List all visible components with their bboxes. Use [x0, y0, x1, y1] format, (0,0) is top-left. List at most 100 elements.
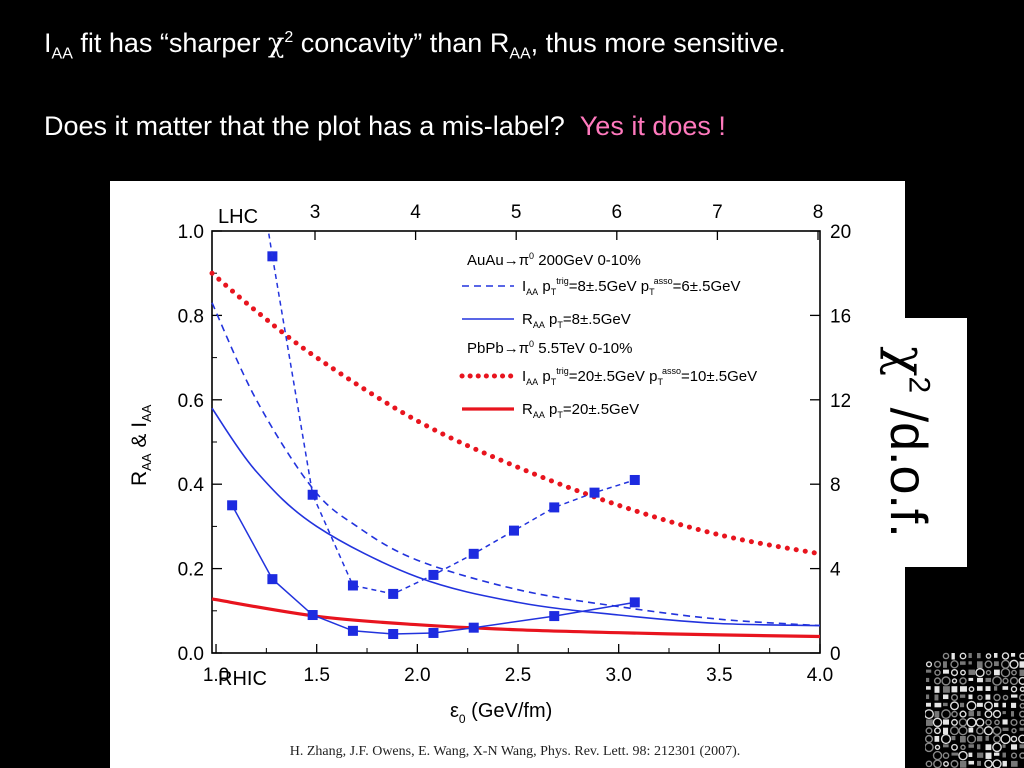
logo-tile	[1019, 669, 1024, 676]
data-point-square	[468, 622, 479, 633]
logo-tile	[949, 701, 960, 711]
logo-tile	[977, 661, 983, 669]
data-point-square	[549, 502, 560, 513]
logo-tile	[943, 669, 949, 674]
logo-tile	[994, 702, 999, 708]
logo-tile	[950, 759, 959, 768]
data-point-square	[589, 487, 600, 498]
logo-tile	[985, 752, 992, 759]
logo-tile	[926, 694, 930, 700]
logo-tile	[940, 733, 952, 745]
logo-tile	[926, 719, 933, 726]
data-point-square	[347, 625, 358, 636]
legend-entry-4: RAA pT=20±.5GeV	[522, 401, 639, 420]
logo-tile	[1011, 694, 1018, 698]
logo-tile	[1009, 659, 1019, 669]
y-left-tick-label: 0.4	[178, 475, 205, 496]
logo-tile	[934, 744, 941, 751]
logo-tile	[968, 711, 974, 717]
top-tick-label: 5	[511, 202, 522, 223]
x-tick-label: 3.0	[605, 665, 631, 686]
data-point-square	[267, 574, 278, 585]
logo-tile	[966, 734, 977, 744]
series-line-1	[211, 302, 821, 627]
logo-tile	[966, 700, 977, 711]
logo-tile	[1011, 653, 1016, 657]
logo-tile	[950, 669, 959, 677]
logo-tile	[968, 752, 973, 757]
logo-tile	[1009, 676, 1019, 686]
logo-tile	[926, 669, 932, 673]
logo-tile	[992, 709, 1002, 719]
logo-tile	[993, 735, 1001, 743]
logo-tile	[943, 744, 949, 748]
logo-tile	[951, 678, 958, 684]
logo-tile	[977, 677, 983, 683]
y-right-tick-label: 12	[830, 391, 851, 412]
logo-tile	[951, 686, 958, 693]
logo-tile	[932, 717, 943, 728]
logo-tile	[943, 760, 949, 767]
logo-tile	[932, 750, 943, 761]
logo-tile	[966, 717, 977, 728]
logo-tile	[1002, 694, 1009, 701]
logo-tile	[926, 677, 930, 683]
line1-text-a: fit has “sharper	[72, 28, 268, 58]
logo-tile	[942, 652, 950, 660]
logo-tile	[1002, 686, 1009, 690]
logo-tile	[951, 743, 958, 751]
logo-tile	[994, 719, 1000, 726]
logo-tile	[1002, 744, 1006, 748]
logo-tile	[985, 744, 992, 751]
logo-tile	[984, 660, 993, 669]
logo-tile	[977, 752, 984, 758]
logo-tile	[934, 702, 942, 708]
logo-tile	[968, 760, 975, 765]
logo-tile	[942, 752, 950, 759]
series-line-4	[211, 597, 821, 639]
logo-tile	[1002, 760, 1007, 767]
logo-tile	[992, 675, 1002, 686]
logo-tile	[934, 736, 940, 742]
logo-tile	[943, 702, 948, 707]
logo-tile	[958, 726, 968, 736]
logo-tile	[1018, 693, 1024, 702]
logo-tile	[1010, 735, 1018, 743]
logo-tile	[1019, 710, 1024, 718]
logo-tile	[1011, 669, 1017, 676]
r-subscript: AA	[509, 45, 531, 63]
logo-tile	[934, 711, 940, 718]
x-axis-label: ε0 (GeV/fm)	[450, 700, 552, 726]
logo-tile	[925, 661, 933, 668]
logo-tile	[975, 717, 985, 727]
y-left-tick-label: 1.0	[178, 222, 204, 243]
series-line-5	[271, 256, 636, 595]
logo-tile	[1019, 686, 1024, 692]
logo-tile	[1000, 733, 1011, 745]
question-text: Does it matter that the plot has a mis-l…	[44, 111, 565, 141]
answer-text: Yes it does !	[579, 111, 726, 141]
data-point-square	[629, 474, 640, 485]
logo-tile	[993, 693, 1001, 702]
top-tick-label: 6	[612, 202, 623, 223]
x-tick-label: 1.5	[303, 665, 329, 686]
logo-tile	[994, 669, 1000, 676]
data-point-square	[428, 569, 439, 580]
logo-tile	[1002, 752, 1006, 758]
logo-tile	[943, 686, 950, 693]
legend-entry-1: IAA pTtrig=8±.5GeV pTasso=6±.5GeV	[522, 276, 740, 297]
slide-line-2: Does it matter that the plot has a mis-l…	[44, 111, 726, 142]
logo-tile	[951, 653, 955, 660]
x-tick-label: 1.0	[203, 665, 229, 686]
chi-symbol: χ	[267, 28, 285, 59]
logo-tile	[950, 693, 959, 702]
chi-superscript: 2	[284, 29, 294, 46]
chi2-sup: 2	[902, 376, 936, 394]
logo-tile	[933, 660, 942, 668]
data-point-square	[629, 597, 640, 608]
logo-tile	[960, 702, 965, 708]
logo-tile	[968, 677, 974, 681]
logo-tile	[977, 694, 983, 701]
logo-tile	[933, 759, 942, 768]
logo-tile	[976, 726, 984, 735]
